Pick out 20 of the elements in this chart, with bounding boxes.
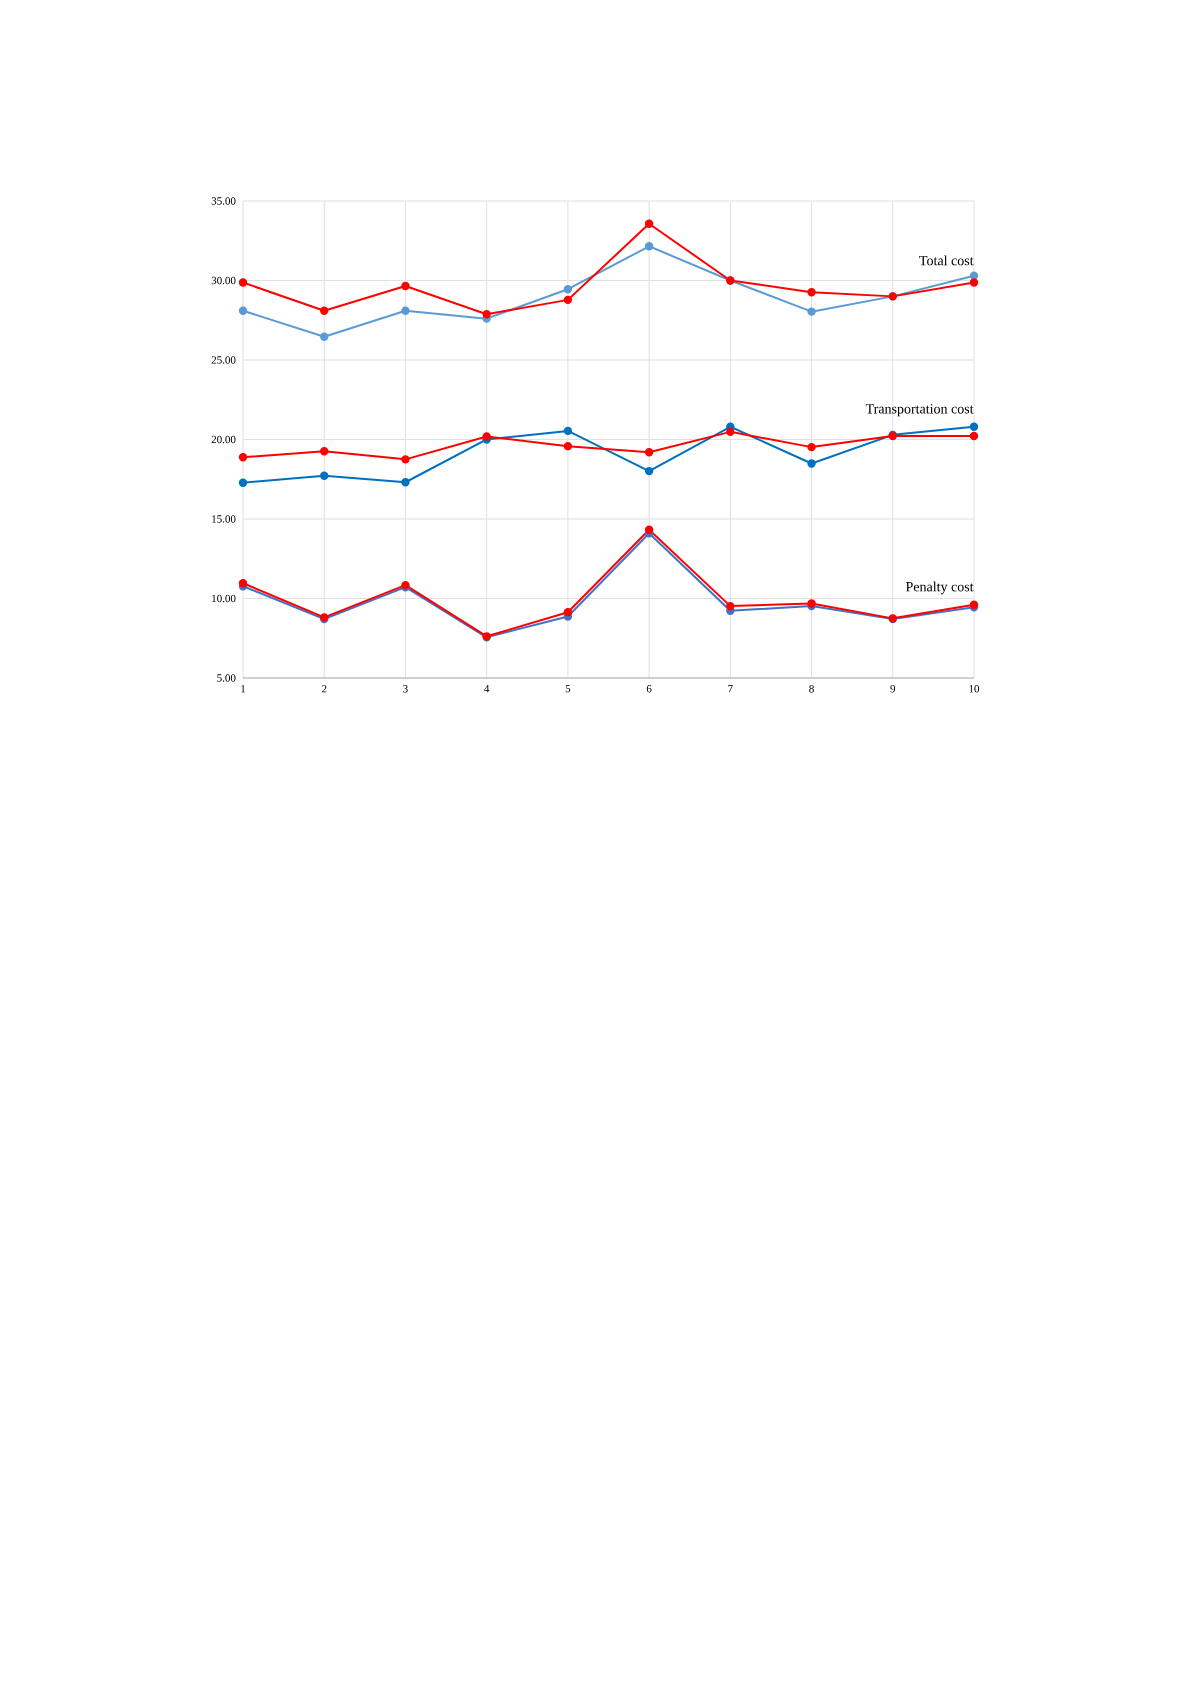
y-tick-label: 20.00 (211, 435, 236, 444)
y-tick-label: 25.00 (211, 356, 236, 364)
y-tick-label: 30.00 (211, 276, 236, 285)
y-tick-label: 10.00 (212, 594, 236, 603)
x-tick-label: 2 (321, 685, 327, 693)
annotation: Total cost (919, 255, 974, 266)
x-tick-label: 3 (403, 685, 408, 693)
x-tick-label: 10 (969, 685, 980, 693)
y-tick-label: 15.00 (212, 515, 236, 523)
y-tick-label: 5.00 (217, 674, 236, 682)
x-tick-label: 7 (728, 685, 733, 693)
annotation: Transportation cost (865, 404, 974, 417)
x-tick-label: 9 (890, 685, 896, 693)
y-tick-label: 35.00 (211, 197, 236, 205)
x-tick-label: 4 (484, 685, 490, 693)
x-tick-label: 6 (646, 685, 652, 693)
x-tick-label: 8 (809, 685, 814, 693)
x-tick-label: 1 (241, 685, 246, 693)
annotation: Penalty cost (905, 581, 974, 595)
x-tick-label: 5 (565, 685, 571, 693)
